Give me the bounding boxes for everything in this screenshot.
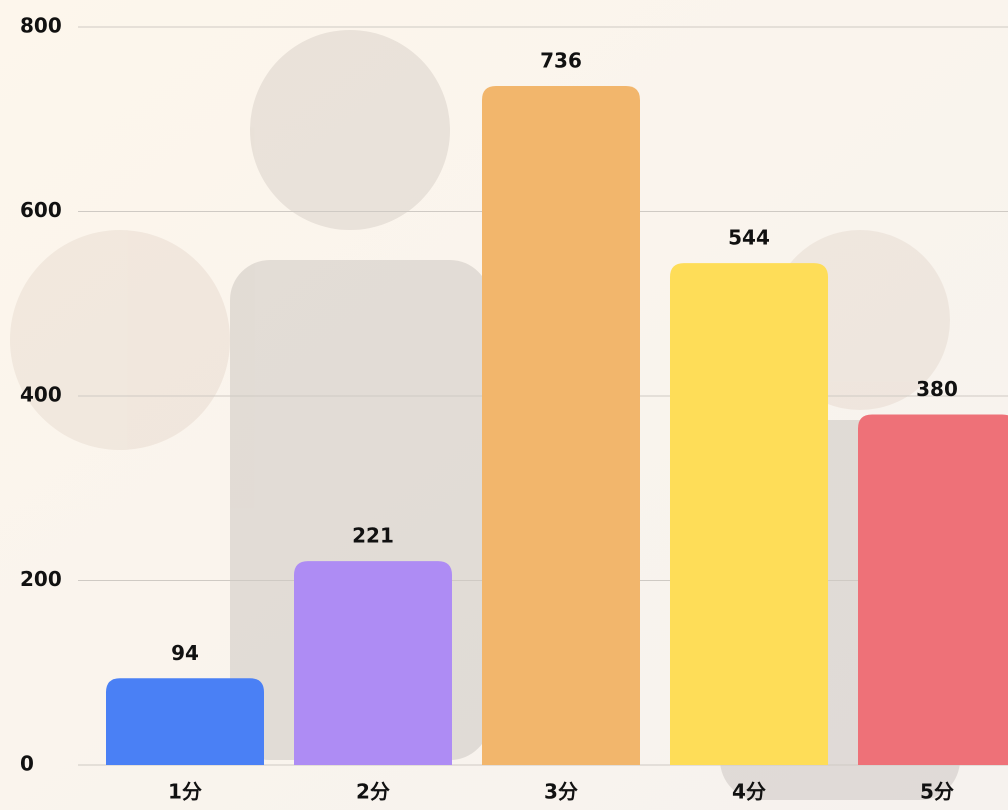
- x-tick-label: 2分: [356, 780, 390, 804]
- bar: [106, 678, 264, 765]
- y-tick-label: 0: [20, 752, 34, 776]
- chart: 0 200 400 600 800 94 1分 221 2分 736 3分 544 4分 380 5分: [0, 0, 1008, 810]
- x-tick-label: 1分: [168, 780, 202, 804]
- bar: [670, 263, 828, 765]
- y-tick-label: 200: [20, 567, 62, 591]
- data-label: 94: [171, 641, 199, 665]
- y-tick-label: 600: [20, 198, 62, 222]
- y-tick-label: 400: [20, 383, 62, 407]
- bar: [858, 414, 1008, 765]
- bar: [482, 86, 640, 765]
- x-tick-label: 5分: [920, 780, 954, 804]
- data-label: 380: [916, 377, 958, 401]
- data-label: 736: [540, 49, 582, 73]
- x-tick-label: 4分: [732, 780, 766, 804]
- data-label: 544: [728, 226, 770, 250]
- bar: [294, 561, 452, 765]
- x-tick-label: 3分: [544, 780, 578, 804]
- y-tick-label: 800: [20, 14, 62, 38]
- data-label: 221: [352, 524, 394, 548]
